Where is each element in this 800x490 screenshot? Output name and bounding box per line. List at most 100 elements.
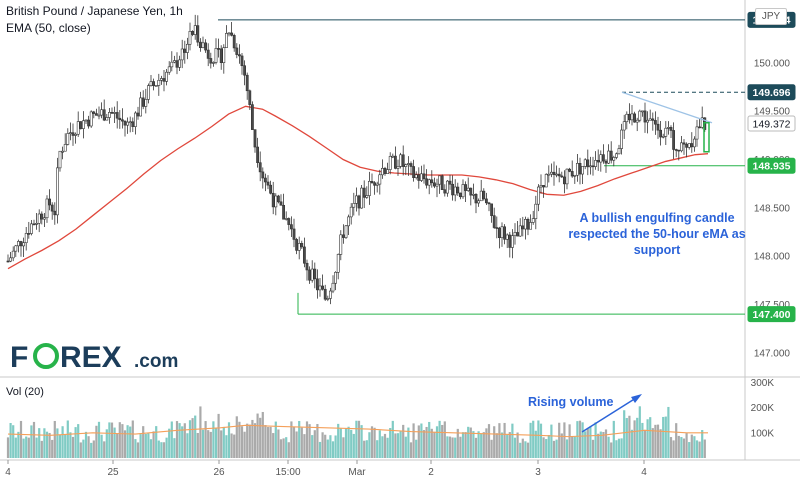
volume-bar	[149, 439, 153, 458]
volume-bar	[329, 435, 332, 458]
price-tag-1: 149.696	[747, 84, 796, 101]
candle	[178, 55, 182, 72]
volume-bar	[370, 426, 374, 458]
volume-bar	[61, 426, 64, 458]
candle	[477, 198, 481, 207]
candle	[297, 236, 301, 260]
volume-bar	[581, 422, 584, 458]
candle	[230, 21, 234, 37]
candle	[414, 171, 418, 180]
volume-bar	[173, 438, 176, 458]
ema-legend: EMA (50, close)	[6, 21, 91, 35]
volume-bar	[685, 433, 688, 458]
volume-bar	[586, 428, 589, 458]
volume-bar	[620, 438, 623, 458]
candle	[581, 166, 585, 184]
volume-bar	[690, 434, 693, 458]
candle	[445, 179, 449, 197]
volume-bar	[495, 433, 498, 458]
candle	[243, 60, 247, 86]
candle	[664, 121, 668, 145]
candle	[16, 239, 20, 253]
volume-bar	[680, 437, 683, 458]
volume-bar	[196, 432, 199, 458]
candle	[596, 149, 600, 171]
candle	[100, 102, 104, 119]
volume-bar	[547, 434, 550, 458]
candle	[409, 161, 413, 176]
volume-bar	[529, 422, 532, 458]
volume-bar	[214, 428, 218, 458]
candle	[612, 155, 616, 167]
candle	[393, 146, 397, 170]
candle	[497, 226, 501, 249]
volume-bar	[524, 441, 527, 458]
x-tick-label: 3	[535, 467, 541, 478]
volume-bar	[688, 442, 691, 458]
volume-bar	[142, 426, 145, 458]
volume-bar	[25, 436, 28, 458]
candle	[334, 271, 338, 291]
volume-bar	[472, 431, 475, 458]
volume-bar	[58, 434, 62, 458]
candle	[212, 61, 215, 67]
candle	[251, 101, 254, 130]
volume-bar	[433, 431, 436, 458]
volume-bars	[6, 406, 706, 458]
candle	[53, 202, 57, 225]
volume-bar	[610, 442, 613, 458]
volume-legend: Vol (20)	[6, 386, 44, 398]
volume-bar	[212, 421, 215, 458]
volume-bar	[425, 426, 428, 458]
ema-polyline	[7, 105, 709, 270]
volume-bar	[170, 421, 173, 458]
volume-bar	[378, 430, 381, 458]
price-tag-4: 147.400	[747, 306, 796, 323]
volume-axis: 100K 200K 300K	[751, 378, 775, 439]
candle	[165, 68, 169, 86]
volume-bar	[376, 440, 379, 458]
ema-line	[7, 105, 709, 270]
volume-bar	[243, 431, 246, 458]
candle	[48, 189, 52, 211]
volume-bar	[565, 439, 569, 458]
candles	[6, 14, 707, 305]
volume-bar	[552, 440, 556, 458]
volume-bar	[282, 438, 285, 458]
candle	[126, 117, 130, 134]
candle	[302, 237, 306, 268]
volume-bar	[703, 439, 706, 458]
candle	[339, 230, 343, 261]
candle	[102, 99, 106, 122]
volume-bar	[147, 433, 150, 458]
volume-bar	[251, 419, 254, 458]
candle	[396, 159, 400, 176]
volume-bar	[155, 426, 158, 458]
currency-badge[interactable]: JPY	[755, 8, 787, 25]
volume-bar	[459, 436, 462, 458]
x-tick-label: 4	[5, 467, 11, 478]
candle	[430, 170, 434, 188]
candle	[360, 184, 364, 209]
volume-ma-line	[7, 424, 708, 438]
candle	[284, 211, 288, 221]
time-axis[interactable]: 4 25 26 15:00 Mar 2 3 4	[5, 460, 647, 478]
candle	[422, 164, 426, 184]
candle	[219, 45, 223, 70]
volume-bar	[667, 406, 670, 458]
volume-bar	[108, 422, 111, 458]
volume-bar	[69, 432, 72, 458]
candle	[45, 195, 49, 223]
volume-bar	[469, 427, 472, 458]
volume-bar	[27, 437, 30, 458]
candle	[331, 275, 335, 294]
volume-bar	[9, 423, 12, 458]
volume-bar	[12, 425, 15, 458]
candle	[82, 111, 85, 139]
volume-bar	[571, 436, 574, 458]
volume-bar	[316, 423, 319, 458]
volume-bar	[233, 434, 236, 458]
candle	[87, 115, 91, 129]
candle	[508, 231, 512, 258]
volume-bar	[266, 427, 270, 458]
